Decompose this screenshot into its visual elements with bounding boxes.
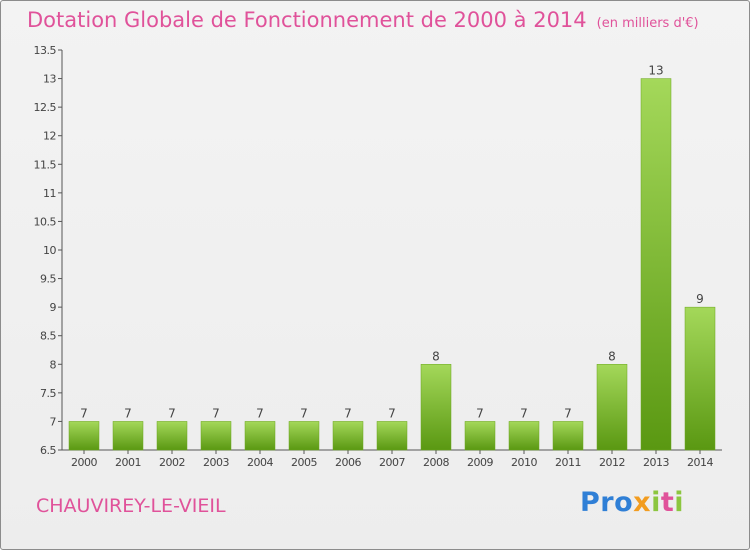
- data-label: 9: [696, 292, 704, 306]
- data-label: 7: [212, 406, 220, 420]
- x-tick-label: 2006: [335, 456, 361, 469]
- bar: [332, 421, 364, 451]
- chart-title: Dotation Globale de Fonctionnement de 20…: [27, 8, 699, 32]
- logo-part-x: x: [633, 487, 652, 518]
- data-label: 7: [300, 406, 308, 420]
- bar: [288, 421, 320, 451]
- bar: [684, 306, 716, 451]
- data-label: 13: [648, 64, 663, 78]
- y-tick-label: 10: [43, 244, 56, 257]
- x-tick-label: 2001: [115, 456, 141, 469]
- y-tick-label: 11.5: [34, 158, 57, 171]
- x-tick-label: 2009: [467, 456, 493, 469]
- x-tick-label: 2012: [599, 456, 625, 469]
- proxiti-logo[interactable]: Proxiti: [580, 487, 684, 518]
- bar: [112, 421, 144, 451]
- logo-part-i: i: [651, 487, 661, 518]
- y-tick-label: 7: [50, 415, 57, 428]
- title-text: Dotation Globale de Fonctionnement de 20…: [27, 8, 587, 32]
- data-label: 7: [344, 406, 352, 420]
- data-label: 7: [80, 406, 88, 420]
- y-tick-label: 12: [43, 130, 56, 143]
- data-label: 7: [256, 406, 264, 420]
- x-tick-label: 2011: [555, 456, 581, 469]
- x-tick-label: 2014: [687, 456, 713, 469]
- x-tick-label: 2003: [203, 456, 229, 469]
- x-tick-label: 2002: [159, 456, 185, 469]
- y-tick-label: 9: [50, 301, 57, 314]
- bar: [640, 78, 672, 451]
- logo-part-t: t: [660, 487, 675, 518]
- y-tick-label: 12.5: [34, 101, 57, 114]
- data-label: 7: [124, 406, 132, 420]
- data-label: 7: [476, 406, 484, 420]
- x-tick-label: 2004: [247, 456, 273, 469]
- bar: [508, 421, 540, 451]
- x-tick-label: 2007: [379, 456, 405, 469]
- bar: [464, 421, 496, 451]
- data-label: 8: [432, 349, 440, 363]
- data-label: 7: [388, 406, 396, 420]
- x-tick-label: 2005: [291, 456, 317, 469]
- y-tick-label: 9.5: [40, 273, 56, 286]
- x-tick-label: 2010: [511, 456, 537, 469]
- y-tick-label: 8: [50, 358, 57, 371]
- y-tick-label: 13: [43, 73, 56, 86]
- x-tick-label: 2000: [71, 456, 97, 469]
- unit-label: (en milliers d'€): [596, 16, 699, 31]
- bar: [200, 421, 232, 451]
- data-label: 8: [608, 349, 616, 363]
- data-label: 7: [520, 406, 528, 420]
- logo-part-pro: Pro: [580, 487, 634, 518]
- bar: [244, 421, 276, 451]
- y-tick-label: 6.5: [40, 444, 56, 457]
- data-label: 7: [564, 406, 572, 420]
- bar: [376, 421, 408, 451]
- bar: [156, 421, 188, 451]
- y-tick-label: 8.5: [40, 330, 56, 343]
- y-tick-label: 7.5: [40, 387, 56, 400]
- y-tick-label: 13.5: [34, 44, 57, 57]
- x-tick-label: 2013: [643, 456, 669, 469]
- y-tick-label: 11: [43, 187, 56, 200]
- y-tick-label: 10.5: [34, 215, 57, 228]
- bar: [68, 421, 100, 451]
- bar: [420, 364, 452, 451]
- commune-name: CHAUVIREY-LE-VIEIL: [36, 495, 226, 517]
- logo-part-i2: i: [674, 487, 685, 518]
- data-label: 7: [168, 406, 176, 420]
- bar: [596, 364, 628, 451]
- bar: [552, 421, 584, 451]
- x-tick-label: 2008: [423, 456, 449, 469]
